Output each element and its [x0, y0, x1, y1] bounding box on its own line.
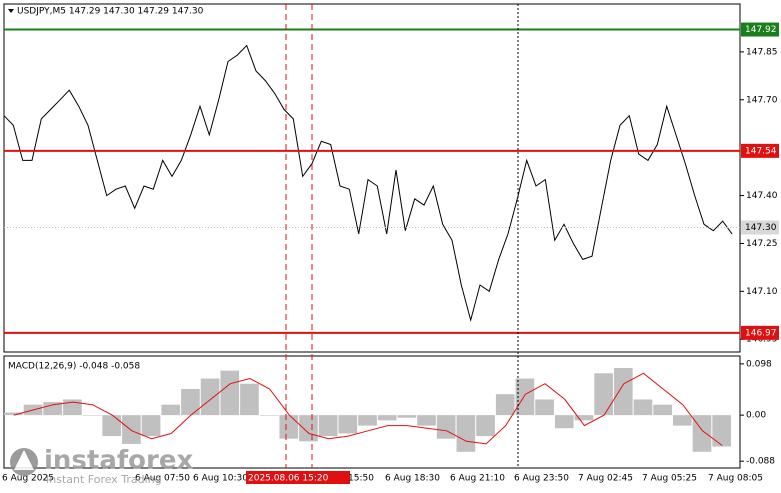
y-tick-label: 0.098: [746, 359, 772, 369]
x-tick-label: 6 Aug 2025: [2, 474, 54, 484]
price-line: [3, 44, 733, 323]
histogram-bar: [535, 399, 554, 416]
symbol-arrow: [8, 9, 14, 13]
level-label: 147.54: [745, 146, 777, 156]
price-panel: [3, 3, 741, 353]
x-tick-label: 7 Aug 08:05: [708, 474, 763, 484]
level-label-box: [741, 22, 779, 37]
watermark-brand: instaforex: [44, 446, 194, 476]
histogram-bar: [594, 373, 613, 416]
current-price-label: 147.30: [745, 223, 777, 233]
level-label-box: [741, 143, 779, 158]
histogram-bar: [102, 415, 122, 437]
histogram-bar: [672, 415, 692, 426]
histogram-bar: [299, 415, 318, 442]
histogram-bar: [554, 415, 574, 429]
signal-line: [13, 372, 723, 446]
level-label: 146.97: [745, 328, 777, 338]
histogram-bar: [4, 412, 23, 416]
histogram-bar: [653, 404, 672, 416]
histogram-bar: [436, 415, 456, 439]
x-tick-label: 6 Aug 21:10: [450, 474, 505, 484]
price-title: USDJPY,M5 147.29 147.30 147.29 147.30: [17, 7, 204, 17]
x-tick-label: 15:50: [348, 474, 374, 484]
histogram-bar: [141, 415, 161, 437]
x-tick-label: 7 Aug 02:45: [578, 474, 633, 484]
y-tick-label: 147.25: [746, 239, 778, 249]
histogram-bar: [220, 370, 240, 416]
histogram-bar: [240, 383, 259, 416]
histogram-bar: [43, 402, 63, 416]
histogram-bar: [397, 415, 417, 418]
histogram-bar: [279, 415, 299, 439]
y-tick-label: 0.00: [746, 411, 766, 421]
histogram-bar: [161, 404, 181, 416]
x-tick-label: 6 Aug 07:50: [135, 474, 190, 484]
histogram-bar: [200, 378, 220, 416]
histogram-bar: [417, 415, 436, 426]
x-tick-label: 6 Aug 23:50: [514, 474, 569, 484]
macd-title: MACD(12,26,9) -0.048 -0.058: [8, 362, 140, 372]
current-price-box: [741, 220, 779, 235]
histogram-bar: [318, 415, 338, 437]
histogram-bar: [574, 415, 594, 421]
histogram-bar: [122, 415, 141, 444]
x-tick-label: 7 Aug 05:25: [642, 474, 697, 484]
watermark: instaforex Instant Forex Trading: [10, 446, 194, 486]
histogram-bar: [515, 378, 535, 416]
level-label-box: [741, 325, 779, 340]
logo-mark: [14, 450, 34, 470]
histogram-bar: [181, 388, 200, 416]
macd-panel: [3, 355, 741, 469]
histogram-bar: [338, 415, 358, 434]
histogram-bar: [613, 368, 633, 416]
histogram-bar: [82, 415, 102, 416]
histogram-bar: [456, 415, 476, 452]
x-tick-label: 6 Aug 18:30: [385, 474, 440, 484]
histogram-bar: [476, 415, 495, 437]
histogram-bar: [259, 415, 279, 416]
histogram-bar: [377, 415, 397, 421]
level-label: 147.92: [745, 25, 777, 35]
histogram-bar: [495, 394, 515, 416]
histogram-bar: [358, 415, 377, 426]
y-tick-label: 147.10: [746, 287, 778, 297]
y-tick-label: 147.40: [746, 191, 778, 201]
y-tick-label: -0.088: [746, 457, 775, 467]
watermark-tagline: Instant Forex Trading: [46, 473, 162, 486]
y-tick-label: 147.85: [746, 47, 778, 57]
histogram-bar: [712, 415, 731, 447]
x-tick-label: 6 Aug 10:30: [193, 474, 248, 484]
x-tick-label: 2025.08.06 15:20: [248, 474, 329, 484]
histogram-bar: [63, 399, 82, 416]
histogram-bar: [633, 399, 653, 416]
time-highlight-box: [246, 471, 350, 484]
y-tick-label: 147.70: [746, 95, 778, 105]
